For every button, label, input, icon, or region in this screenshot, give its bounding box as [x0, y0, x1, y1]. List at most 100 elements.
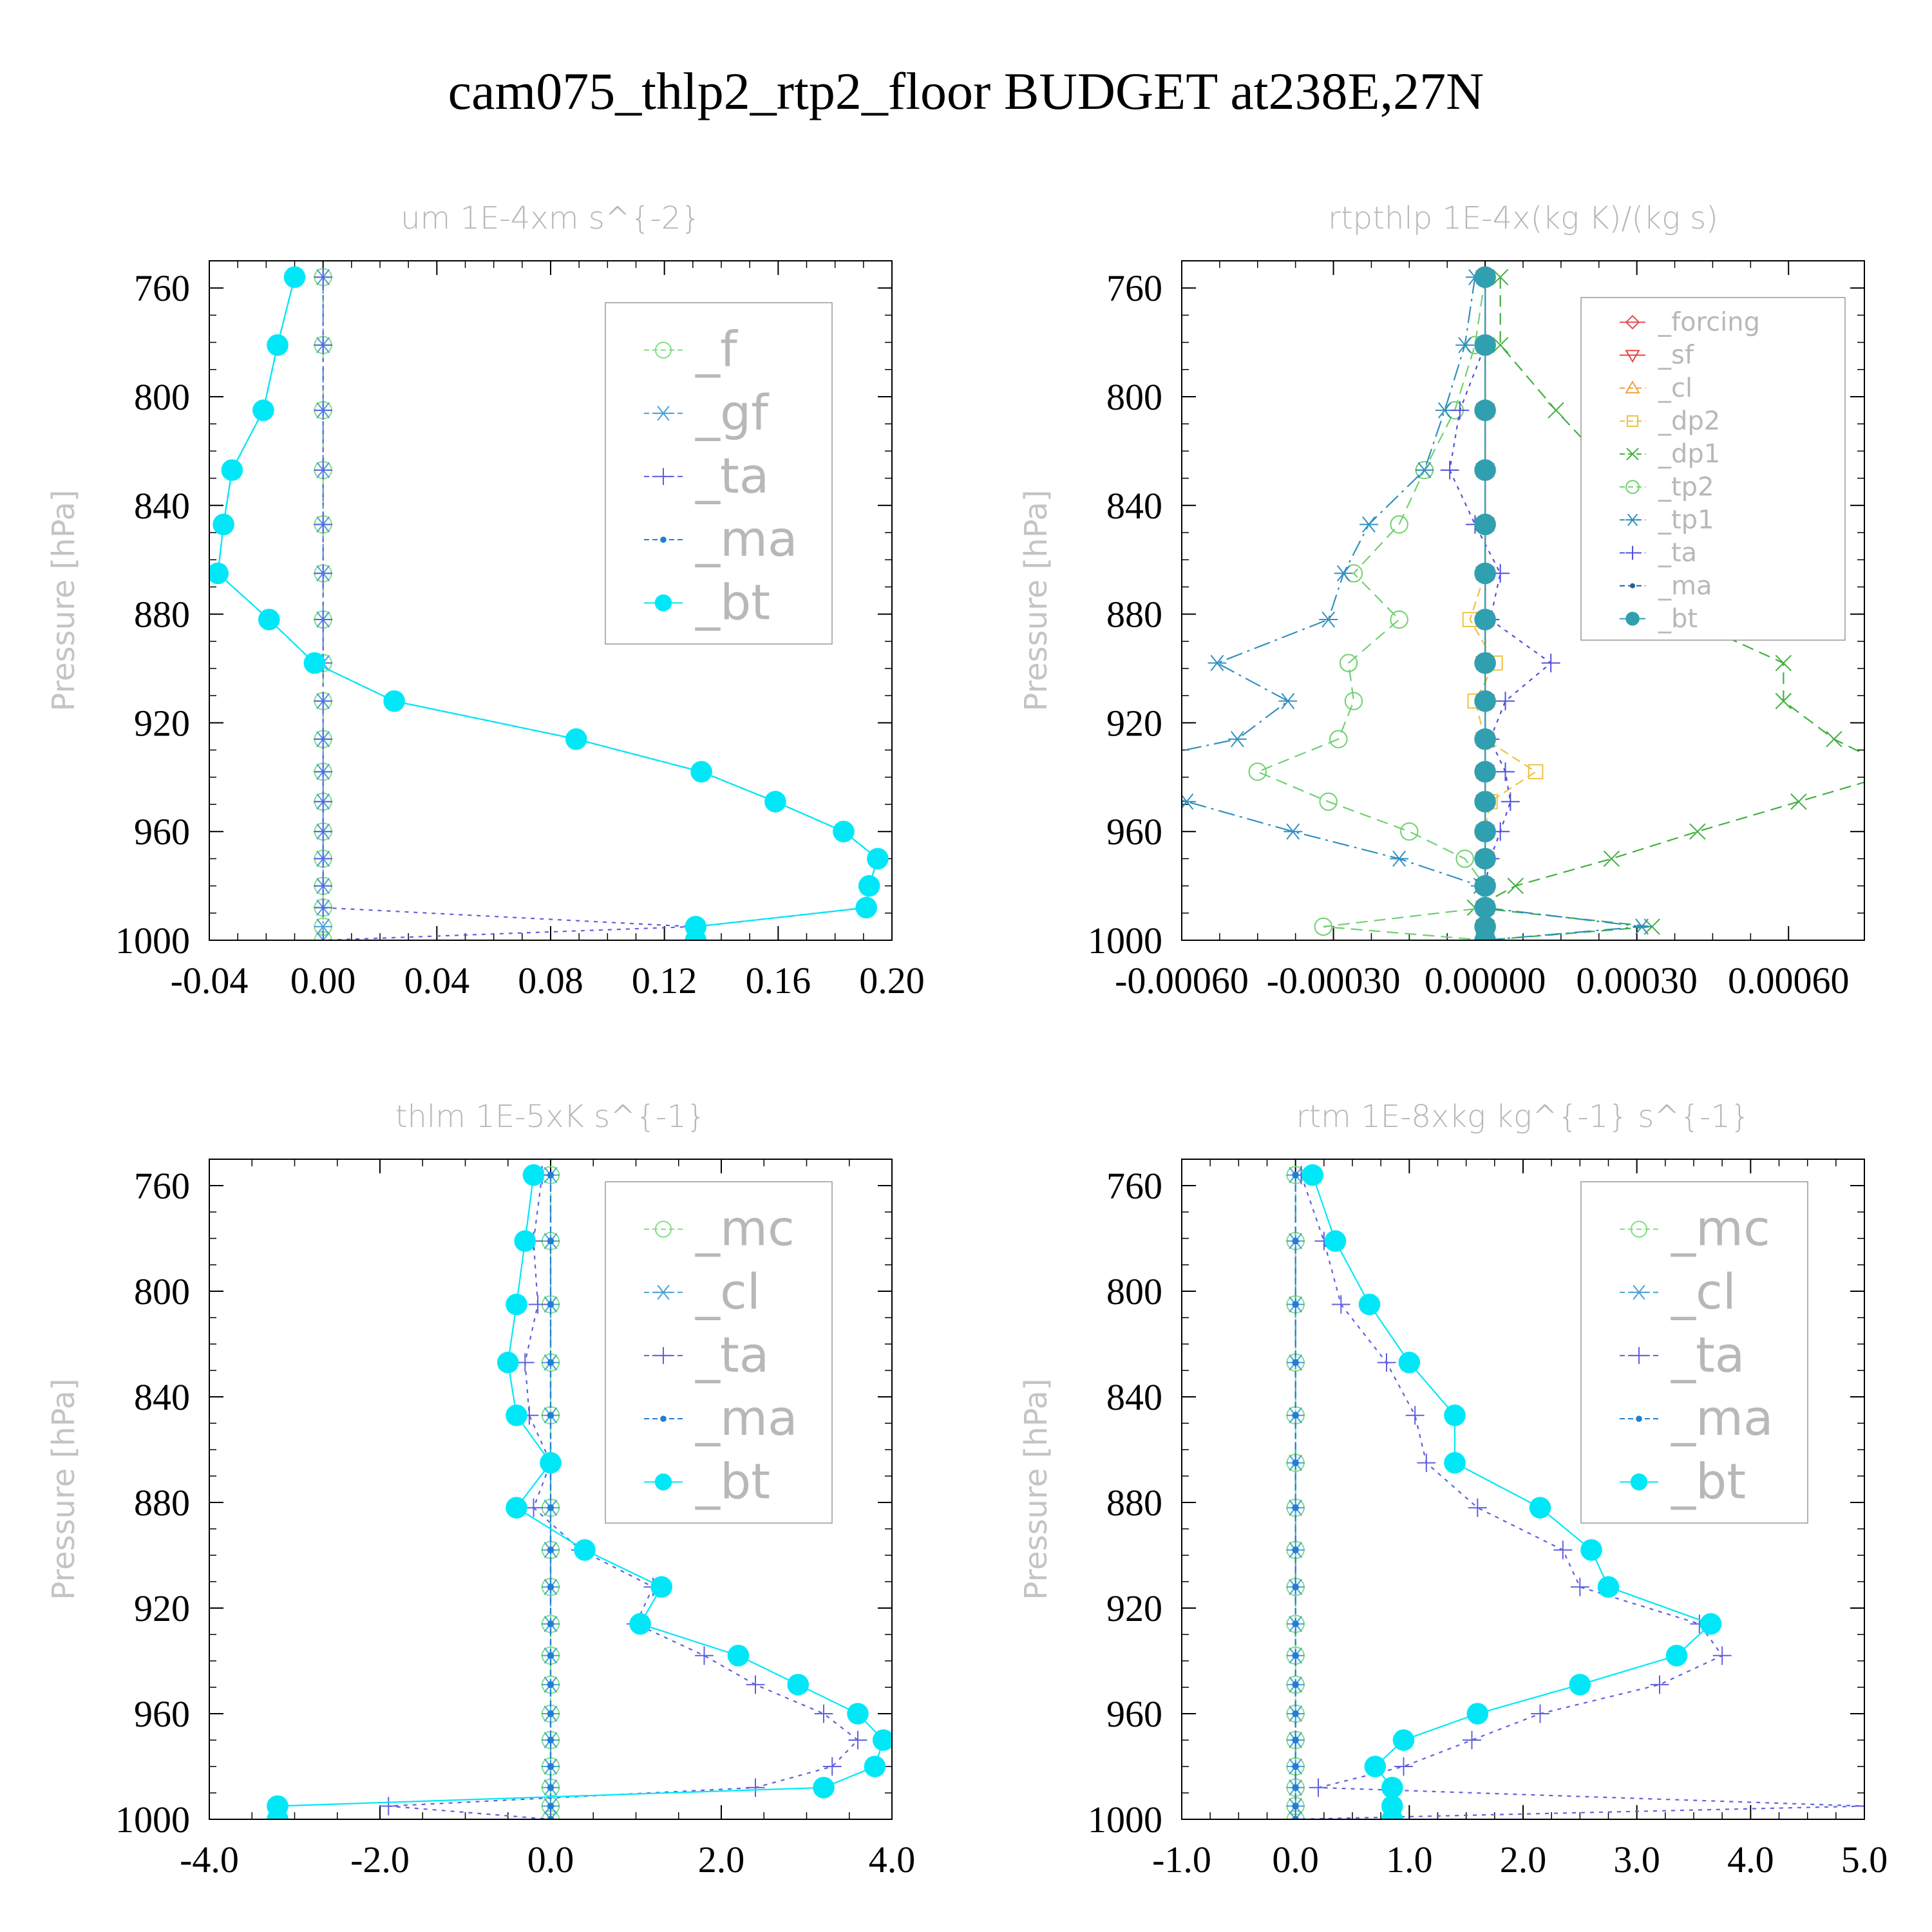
data-point_bt — [1466, 1703, 1489, 1725]
data-point_ta — [1541, 654, 1560, 672]
data-point_bt — [1474, 399, 1496, 421]
y-tick-label: 840 — [1106, 485, 1162, 527]
data-point_ma — [547, 1171, 554, 1179]
plot-area — [209, 266, 889, 940]
legend-label: _tp2 — [1658, 472, 1714, 502]
data-point_bt — [1569, 1674, 1591, 1696]
data-point_ta — [1463, 1730, 1481, 1750]
x-tick-label: -1.0 — [1152, 1839, 1211, 1880]
data-point_ta — [814, 1704, 833, 1723]
legend-label: _cl — [695, 1263, 761, 1320]
legend-marker — [1630, 1285, 1648, 1300]
data-point_ma — [1292, 1763, 1299, 1770]
y-tick-label: 800 — [134, 376, 190, 418]
y-tick-label: 840 — [1106, 1376, 1162, 1418]
data-point_ma — [1292, 1412, 1299, 1419]
legend-marker — [654, 406, 672, 421]
data-point_ta — [314, 876, 333, 895]
legend-marker — [654, 1220, 672, 1238]
y-tick-label: 1000 — [1088, 920, 1162, 961]
legend-marker — [1626, 448, 1639, 460]
x-tick-label: 5.0 — [1841, 1839, 1888, 1880]
data-point_ta — [314, 267, 333, 287]
legend-label: _bt — [1658, 604, 1698, 634]
panel-title: thlm 1E-5xK s^{-1} — [395, 1099, 706, 1135]
legend-marker — [1625, 315, 1640, 330]
data-point_bt — [867, 848, 889, 870]
data-point_bt — [1474, 728, 1496, 750]
data-point_bt — [506, 1293, 527, 1316]
data-point_bt — [1474, 820, 1496, 842]
x-tick-label: -4.0 — [180, 1839, 239, 1880]
data-point_ma — [547, 1620, 554, 1627]
data-point_tp1 — [1278, 693, 1298, 710]
panel-title: um 1E-4xm s^{-2} — [401, 200, 701, 236]
x-tick-label: -0.00060 — [1115, 960, 1249, 1001]
plot-area — [267, 1164, 892, 1819]
data-point_bt — [267, 334, 289, 356]
data-point_ta — [1331, 1295, 1350, 1314]
data-point_bt — [213, 513, 234, 536]
legend-label: _ta — [1658, 538, 1697, 568]
data-point_bt — [813, 1777, 835, 1799]
data-point_dp1 — [1826, 731, 1842, 748]
data-point_bt — [1474, 848, 1496, 870]
data-point_bt — [1474, 652, 1496, 674]
data-point_ma — [1292, 1681, 1299, 1689]
legend-marker — [1630, 1347, 1648, 1365]
y-tick-label: 880 — [1106, 594, 1162, 636]
data-point_tp2 — [1339, 654, 1358, 672]
y-tick-label: 960 — [1106, 811, 1162, 853]
data-point_ta — [314, 931, 333, 940]
data-point_ta — [1712, 1646, 1732, 1665]
legend-marker — [1625, 380, 1640, 393]
legend-box — [1580, 1181, 1808, 1524]
data-point_tp2 — [1319, 792, 1338, 811]
data-point_tp2 — [1390, 610, 1408, 629]
data-point_ma — [1292, 1359, 1299, 1366]
data-point_bt — [267, 1808, 289, 1819]
data-point_ta — [746, 1675, 765, 1694]
y-axis-label: Pressure [hPa] — [46, 1378, 82, 1600]
x-tick-label: -0.04 — [171, 960, 249, 1001]
data-point_tp2 — [1248, 762, 1267, 781]
data-point_ma — [1292, 1620, 1299, 1627]
panel-title: rtpthlp 1E-4x(kg K)/(kg s) — [1328, 200, 1718, 236]
data-point_bt — [1700, 1613, 1722, 1635]
data-point_bt — [1474, 334, 1496, 356]
legend-label: _bt — [1671, 1452, 1746, 1510]
legend-box — [605, 1181, 833, 1524]
legend-label: _tp1 — [1658, 505, 1714, 535]
y-tick-label: 760 — [134, 267, 190, 309]
data-point_tp2 — [1455, 849, 1474, 868]
data-point_dp1 — [1775, 654, 1792, 672]
data-point_ta — [1309, 1778, 1328, 1797]
data-point_ta — [314, 610, 333, 629]
legend-label: _mc — [1671, 1200, 1770, 1257]
data-point_ta — [1440, 460, 1459, 480]
data-point_ma — [547, 1681, 554, 1689]
data-point_ma — [1292, 1652, 1299, 1660]
data-point_ma — [547, 1583, 554, 1591]
data-point_tp1 — [1415, 462, 1434, 478]
data-point_gf — [314, 918, 333, 935]
data-point_ma — [547, 1237, 554, 1245]
legend-label: _ta — [695, 447, 769, 504]
legend-marker — [654, 468, 672, 486]
data-point_tp1 — [1283, 823, 1303, 840]
data-point_bt — [1364, 1756, 1387, 1777]
data-point_bt — [685, 929, 707, 940]
data-point_ta — [541, 1810, 560, 1819]
data-point_ma — [1292, 1803, 1299, 1810]
legend-marker — [654, 1473, 672, 1491]
data-point_bt — [540, 1452, 562, 1474]
legend-marker — [1625, 513, 1640, 526]
x-tick-label: 0.12 — [632, 960, 697, 1001]
data-point_bt — [1302, 1164, 1323, 1186]
data-point_ta — [1570, 1577, 1589, 1596]
data-point_cl — [541, 1811, 560, 1819]
data-point_cl — [1286, 1811, 1305, 1819]
data-point_ta — [746, 1778, 765, 1797]
legend-label: _forcing — [1658, 308, 1760, 337]
